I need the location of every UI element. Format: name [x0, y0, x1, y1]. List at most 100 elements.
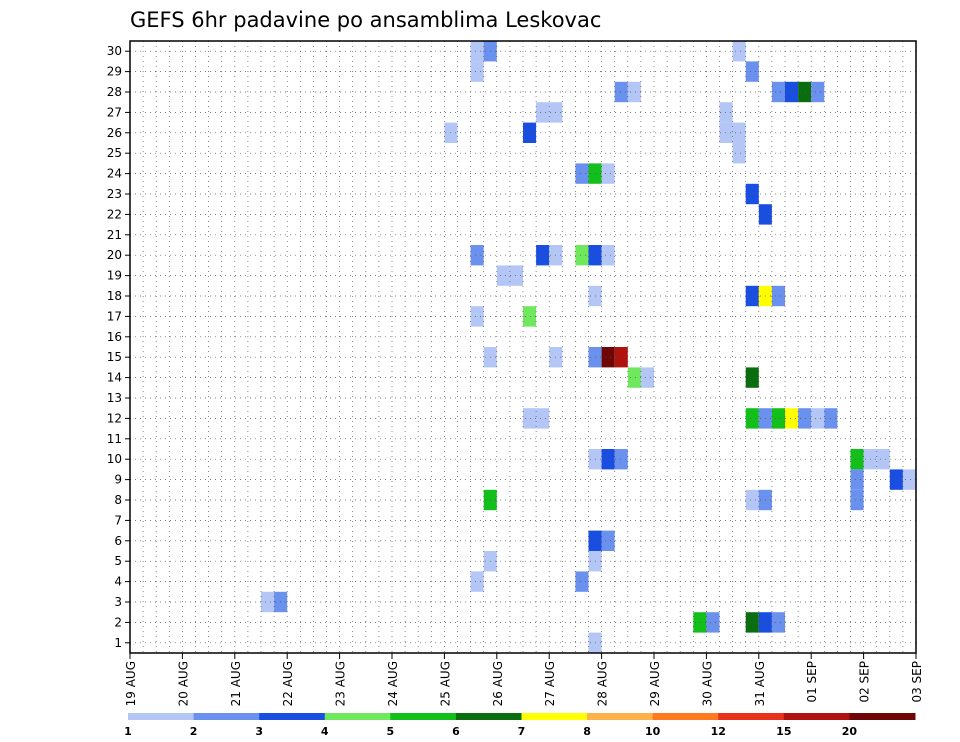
heatmap-cell — [509, 265, 523, 286]
heatmap-cell — [785, 81, 799, 103]
heatmap-cell — [536, 408, 550, 429]
heatmap-cell — [732, 41, 746, 62]
legend-swatch — [521, 713, 588, 720]
legend-swatch — [455, 713, 522, 720]
y-tick-label: 2 — [114, 615, 122, 629]
x-tick-label: 20 AUG — [176, 661, 190, 706]
y-tick-label: 6 — [114, 534, 122, 548]
y-tick-label: 17 — [107, 309, 122, 323]
y-tick-label: 19 — [107, 269, 122, 283]
heatmap-cell — [719, 122, 733, 143]
y-tick-label: 27 — [107, 105, 122, 119]
heatmap-cell — [850, 489, 864, 511]
legend-label: 6 — [452, 725, 460, 738]
heatmap-cell — [470, 61, 484, 82]
heatmap-cell — [261, 591, 275, 613]
heatmap-cell — [470, 306, 484, 327]
y-tick-label: 4 — [114, 575, 122, 589]
heatmap-cell — [614, 449, 628, 470]
y-tick-label: 26 — [107, 126, 122, 140]
heatmap-cell — [601, 530, 615, 551]
y-tick-label: 29 — [107, 65, 122, 79]
heatmap-cell — [693, 612, 707, 633]
heatmap-cell — [745, 489, 759, 511]
y-tick-label: 20 — [107, 248, 122, 262]
heatmap-cell — [876, 449, 890, 470]
heatmap-cell — [771, 81, 785, 103]
x-tick-label: 31 AUG — [753, 661, 767, 706]
heatmap-cell — [614, 347, 628, 368]
y-tick-label: 21 — [107, 228, 122, 242]
heatmap-cell — [575, 163, 589, 184]
legend-label: 2 — [190, 725, 198, 738]
legend-label: 15 — [776, 725, 791, 738]
heatmap-cells — [261, 41, 916, 653]
legend-swatch — [390, 713, 457, 720]
heatmap-cell — [470, 571, 484, 592]
legend-swatch — [128, 713, 195, 720]
heatmap-cell — [627, 367, 641, 388]
legend-label: 12 — [711, 725, 726, 738]
heatmap-cell — [771, 408, 785, 429]
y-tick-label: 23 — [107, 187, 122, 201]
heatmap-cell — [850, 449, 864, 470]
heatmap-cell — [706, 612, 720, 633]
legend-swatch — [259, 713, 326, 720]
legend-label: 10 — [645, 725, 661, 738]
heatmap-cell — [798, 81, 812, 103]
y-tick-label: 22 — [107, 207, 122, 221]
y-tick-label: 16 — [107, 330, 122, 344]
heatmap-cell — [745, 612, 759, 633]
heatmap-cell — [601, 245, 615, 266]
x-tick-label: 19 AUG — [124, 661, 138, 706]
heatmap-cell — [745, 367, 759, 388]
y-tick-label: 8 — [114, 493, 122, 507]
y-tick-label: 3 — [114, 595, 122, 609]
heatmap-cell — [745, 183, 759, 205]
x-tick-label: 21 AUG — [229, 661, 243, 706]
legend-swatch — [718, 713, 785, 720]
y-tick-label: 24 — [107, 167, 122, 181]
grid-lines — [130, 41, 916, 653]
legend-label: 4 — [321, 725, 329, 738]
heatmap-cell — [470, 245, 484, 266]
x-tick-label: 02 SEP — [858, 661, 872, 703]
x-tick-label: 24 AUG — [386, 661, 400, 706]
heatmap-cell — [496, 265, 510, 286]
y-tick-label: 7 — [114, 513, 122, 527]
heatmap-cell — [719, 102, 733, 123]
heatmap-cell — [732, 122, 746, 143]
heatmap-cell — [640, 367, 654, 388]
chart-title: GEFS 6hr padavine po ansamblima Leskovac — [130, 8, 601, 32]
legend-label: 20 — [842, 725, 858, 738]
heatmap-cell — [811, 81, 825, 103]
heatmap-cell — [601, 163, 615, 184]
legend-label: 5 — [387, 725, 395, 738]
legend-swatch — [587, 713, 654, 720]
heatmap-cell — [798, 408, 812, 429]
x-tick-label: 30 AUG — [700, 661, 714, 706]
heatmap-cell — [575, 571, 589, 592]
y-tick-label: 18 — [107, 289, 122, 303]
heatmap-cell — [745, 61, 759, 82]
heatmap-cell — [575, 245, 589, 266]
heatmap-cell — [601, 347, 615, 368]
y-tick-label: 5 — [114, 554, 122, 568]
heatmap-cell — [811, 408, 825, 429]
heatmap-cell — [850, 469, 864, 490]
legend-swatch — [849, 713, 916, 720]
legend-label: 7 — [518, 725, 526, 738]
heatmap-cell — [745, 408, 759, 429]
x-tick-label: 28 AUG — [596, 661, 610, 706]
heatmap-cell — [536, 102, 550, 123]
y-axis: 1234567891011121314151617181920212223242… — [107, 44, 130, 650]
heatmap-cell — [771, 612, 785, 633]
heatmap-cell — [523, 408, 537, 429]
heatmap-cell — [614, 81, 628, 103]
x-tick-label: 22 AUG — [281, 661, 295, 706]
heatmap-cell — [745, 285, 759, 307]
heatmap-cell — [902, 469, 916, 490]
y-tick-label: 12 — [107, 411, 122, 425]
y-tick-label: 25 — [107, 146, 122, 160]
